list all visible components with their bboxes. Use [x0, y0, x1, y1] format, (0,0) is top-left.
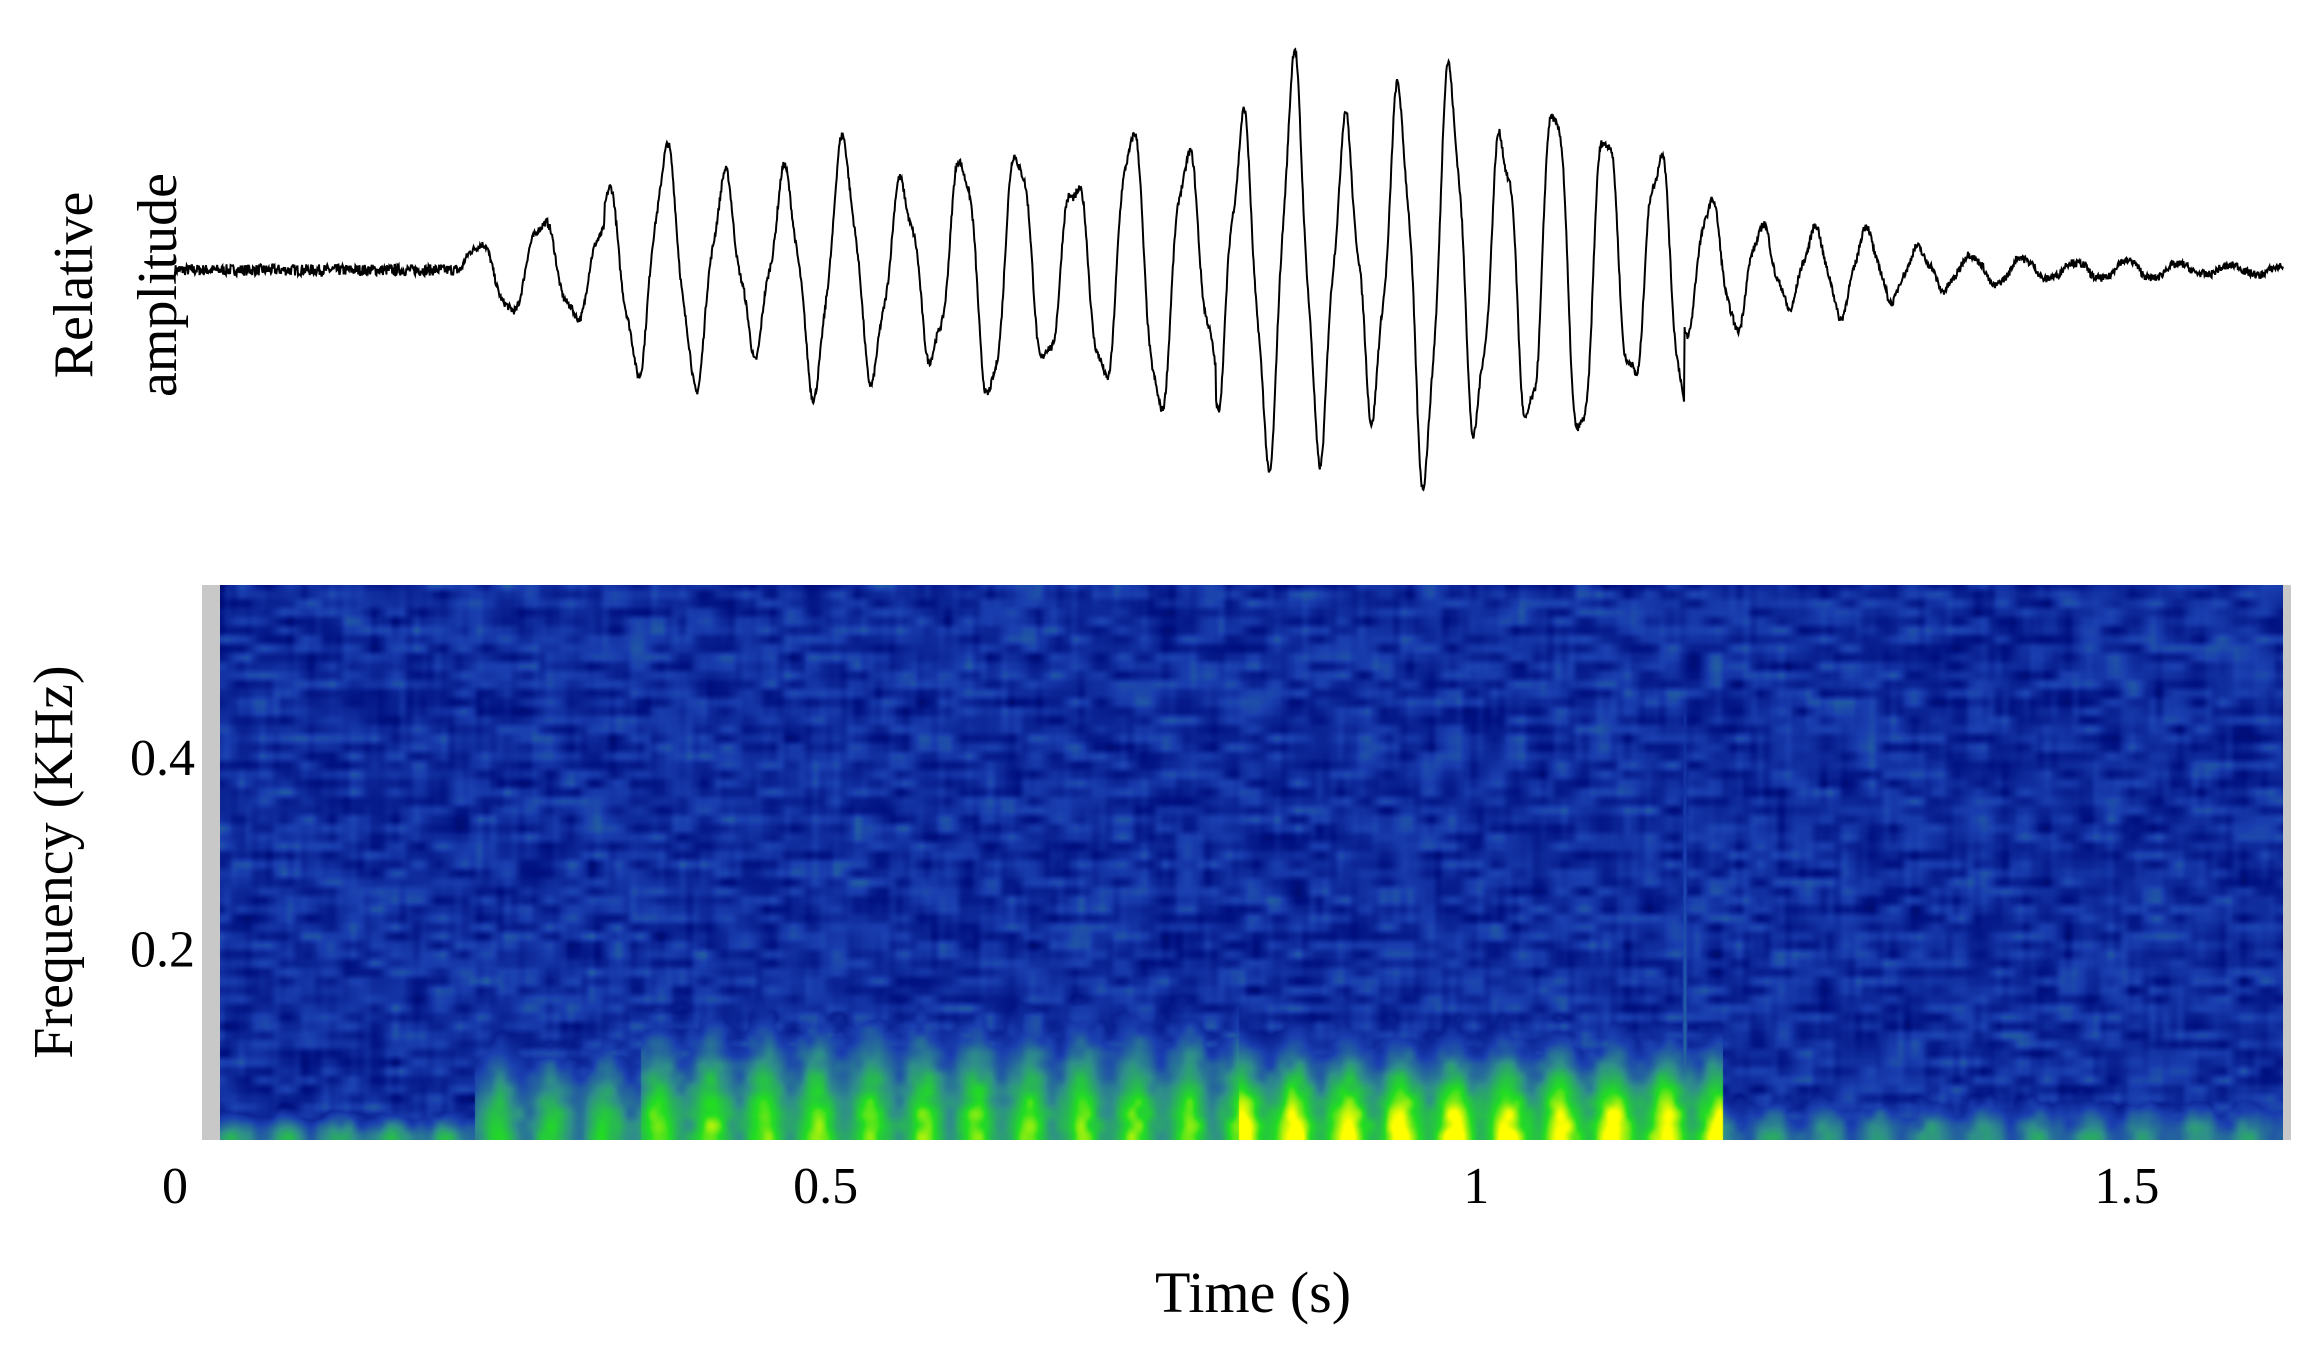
spectrogram-left-edge — [202, 585, 220, 1140]
spectrogram-ylabel: Frequency (KHz) — [23, 665, 85, 1058]
y-tick-label: 0.4 — [130, 730, 195, 787]
y-tick-label: 0.2 — [130, 922, 195, 979]
x-axis-title: Time (s) — [1155, 1260, 1351, 1325]
spectrogram-heatmap — [220, 585, 2283, 1140]
spectrogram-right-edge — [2283, 585, 2291, 1140]
waveform-line — [174, 47, 2284, 492]
waveform-ylabel-line2: amplitude — [127, 173, 189, 397]
spectrogram-panel: Frequency (KHz) 0.2 0.4 0 0.5 1 1.5 Time (s) — [23, 585, 2291, 1325]
x-tick-label: 1 — [1463, 1158, 1489, 1215]
x-tick-label: 0.5 — [793, 1158, 858, 1215]
waveform-ylabel-line1: Relative — [43, 192, 105, 379]
y-tick-labels: 0.2 0.4 — [130, 730, 195, 978]
x-tick-labels: 0 0.5 1 1.5 — [162, 1158, 2159, 1215]
waveform-panel: Relative amplitude — [43, 47, 2284, 492]
x-tick-label: 1.5 — [2094, 1158, 2159, 1215]
x-tick-label: 0 — [162, 1158, 188, 1215]
